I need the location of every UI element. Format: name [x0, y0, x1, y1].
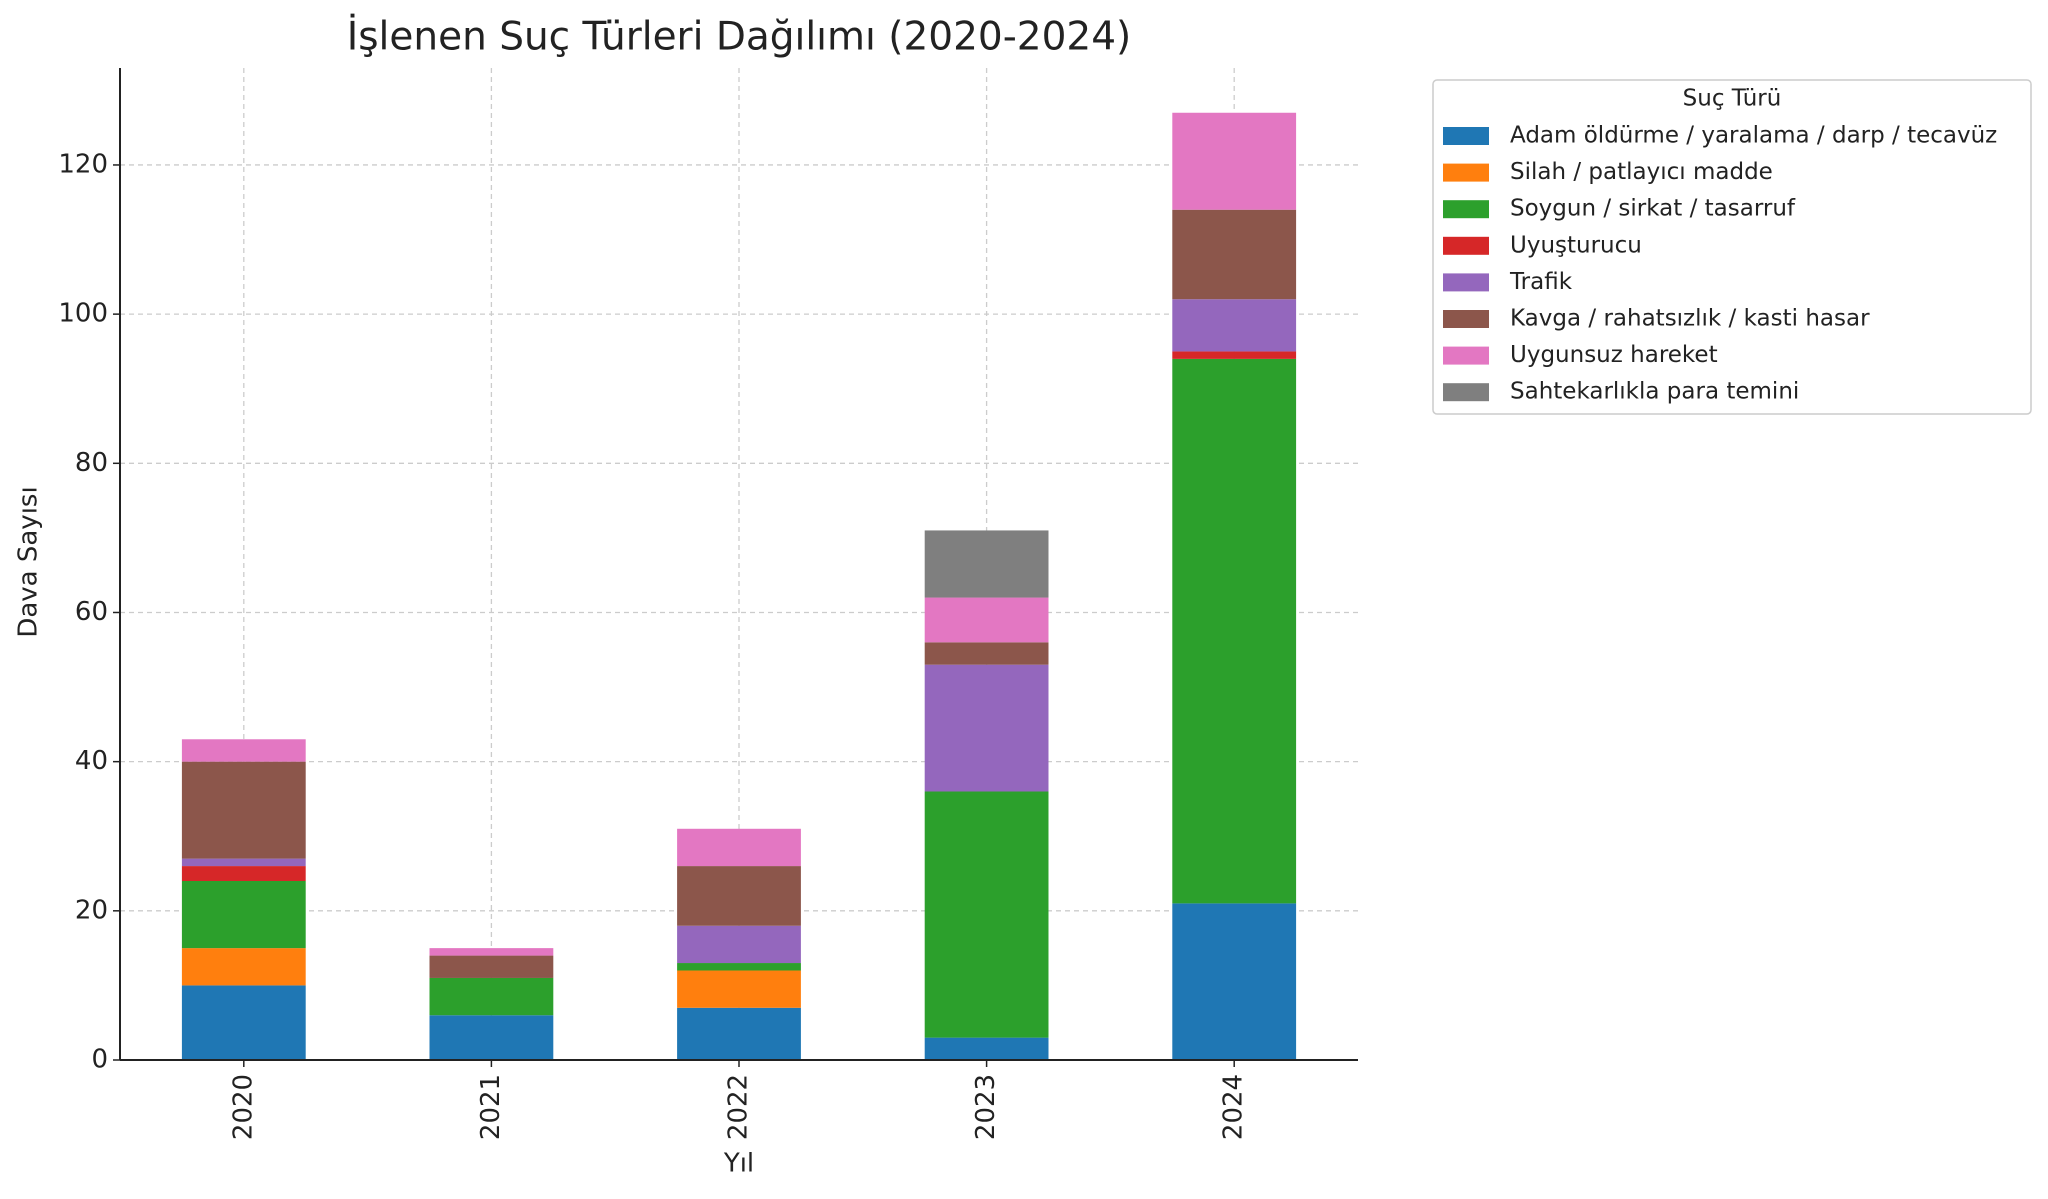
x-tick-label: 2024: [1219, 1074, 1249, 1140]
bar-segment: [429, 948, 554, 956]
y-tick-label: 60: [75, 597, 108, 627]
x-tick-label: 2022: [724, 1074, 754, 1140]
bar-segment: [1172, 112, 1297, 210]
legend-label: Uyuşturucu: [1510, 232, 1642, 258]
legend-swatch: [1443, 200, 1489, 219]
bar-segment: [677, 925, 801, 964]
legend-label: Silah / patlayıcı madde: [1510, 159, 1773, 185]
y-tick-label: 120: [58, 149, 108, 179]
y-axis-label: Dava Sayısı: [14, 486, 44, 637]
bar-segment: [924, 664, 1049, 792]
bar-segment: [1172, 358, 1297, 904]
bar-segment: [924, 642, 1049, 665]
bar-segment: [1172, 209, 1297, 300]
bar-segment: [181, 761, 306, 859]
legend-swatch: [1443, 127, 1489, 145]
y-tick-label: 40: [75, 746, 108, 776]
legend-title: Suç Türü: [1683, 86, 1782, 112]
bar-segment: [677, 828, 801, 867]
bar-segment: [181, 985, 306, 1060]
legend-label: Trafik: [1509, 269, 1573, 295]
legend-label: Adam öldürme / yaralama / darp / tecavüz: [1510, 123, 1997, 149]
bar-segment: [924, 791, 1049, 1038]
bar-segment: [181, 880, 306, 949]
bar-segment: [181, 948, 306, 986]
bar-segment: [677, 963, 801, 971]
y-tick-label: 100: [58, 299, 108, 329]
legend-swatch: [1443, 346, 1489, 365]
bar-segment: [429, 977, 554, 1016]
x-tick-label: 2020: [228, 1074, 258, 1140]
bar-segment: [924, 530, 1049, 598]
x-tick-label: 2021: [476, 1074, 506, 1140]
chart-title: İşlenen Suç Türleri Dağılımı (2020-2024): [347, 14, 1132, 60]
bar-segment: [429, 955, 554, 978]
bar-segment: [677, 970, 801, 1008]
y-tick-label: 20: [75, 895, 108, 925]
legend-label: Kavga / rahatsızlık / kasti hasar: [1510, 306, 1870, 332]
y-tick-label: 80: [75, 448, 108, 478]
x-axis-label: Yıl: [723, 1149, 754, 1179]
y-tick-label: 0: [91, 1045, 108, 1075]
legend-swatch: [1443, 236, 1489, 255]
legend-box: [1432, 79, 2032, 415]
bar-segment: [429, 1015, 554, 1060]
legend-label: Sahtekarlıkla para temini: [1510, 379, 1799, 405]
bar-segment: [181, 866, 306, 881]
legend-swatch: [1443, 310, 1489, 328]
bar-segment: [924, 1037, 1049, 1060]
legend-swatch: [1443, 273, 1489, 292]
legend-label: Uygunsuz hareket: [1510, 342, 1718, 368]
legend-swatch: [1443, 383, 1489, 402]
bar-segment: [1172, 299, 1297, 352]
bar-segment: [924, 597, 1049, 643]
bar-segment: [677, 866, 801, 926]
bar-segment: [1172, 903, 1297, 1060]
x-tick-label: 2023: [971, 1074, 1001, 1140]
bar-segment: [181, 739, 306, 762]
bar-segment: [677, 1007, 801, 1060]
bar-segment: [181, 858, 306, 867]
legend-label: Soygun / sirkat / tasarruf: [1510, 196, 1796, 222]
bar-segment: [1172, 351, 1297, 359]
legend-swatch: [1443, 163, 1489, 182]
